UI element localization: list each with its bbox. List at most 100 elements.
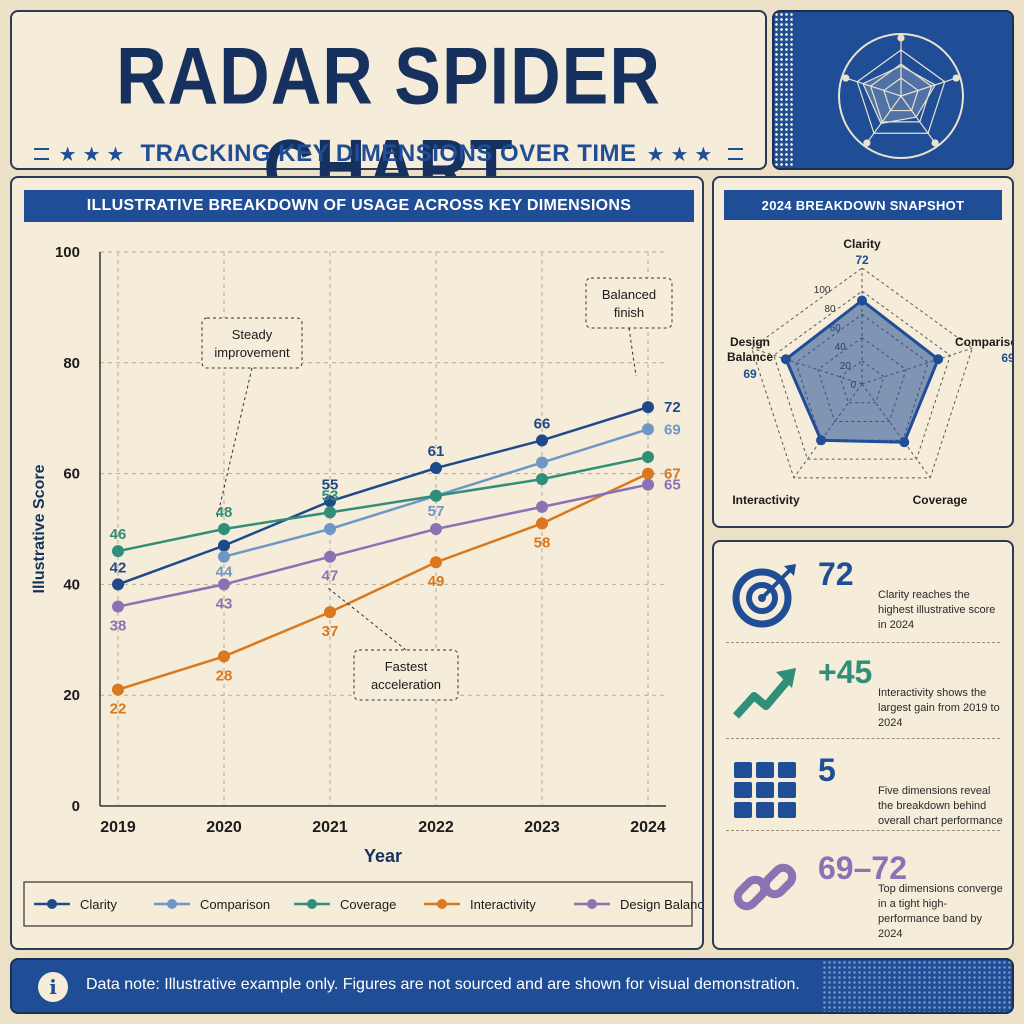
logo-node — [842, 74, 850, 82]
data-point — [112, 683, 124, 696]
radar-axis-label: Coverage — [913, 493, 968, 507]
data-label: 58 — [534, 534, 551, 551]
data-label: 66 — [534, 415, 551, 432]
radar-axis-label: Clarity — [843, 237, 881, 251]
stars-right-icon: ★★★ — [646, 143, 719, 166]
data-point — [112, 545, 124, 558]
series-line-design-balance — [117, 483, 649, 608]
info-icon: i — [38, 972, 68, 1002]
divider — [726, 738, 1000, 739]
target-icon — [732, 564, 796, 628]
data-note-text: Data note: Illustrative example only. Fi… — [86, 976, 800, 993]
data-label: 28 — [216, 667, 233, 684]
series-line-clarity — [117, 405, 649, 586]
data-label: 53 — [322, 487, 339, 504]
data-point — [218, 539, 230, 552]
data-label: 57 — [428, 503, 445, 520]
annotation-text: improvement — [214, 345, 290, 360]
legend-marker — [47, 899, 57, 909]
legend-label: Clarity — [80, 897, 117, 912]
legend-label: Coverage — [340, 897, 396, 912]
logo-node — [931, 139, 939, 147]
y-tick-label: 100 — [55, 244, 80, 261]
logo-spoke — [843, 76, 902, 97]
annotation-leader — [216, 367, 253, 519]
data-label: 38 — [110, 618, 127, 635]
data-label: 72 — [664, 399, 681, 416]
data-point — [536, 517, 548, 530]
logo-ring — [883, 77, 919, 112]
annotation-leader — [327, 587, 407, 651]
data-label: 69 — [664, 421, 681, 438]
grid-icon — [734, 762, 796, 818]
data-point — [536, 456, 548, 469]
legend-marker — [307, 899, 317, 909]
data-label: 47 — [322, 568, 339, 585]
data-point — [112, 600, 124, 613]
legend-label: Comparison — [200, 897, 270, 912]
data-point — [642, 450, 654, 463]
stat-description: Top dimensions converge in a tight high-… — [878, 883, 1003, 940]
logo-spoke — [900, 95, 937, 145]
annotation-leader — [628, 327, 637, 377]
legend-label: Interactivity — [470, 897, 536, 912]
data-point — [430, 523, 442, 535]
data-label: 67 — [664, 466, 681, 483]
banner-panel — [772, 10, 1014, 170]
data-label: 49 — [428, 573, 445, 590]
radar-tick-label: 100 — [814, 285, 831, 296]
stat-description: Five dimensions reveal the breakdown beh… — [878, 785, 1003, 827]
y-tick-label: 20 — [63, 687, 80, 704]
annotation-text: finish — [614, 305, 644, 320]
line-chart-panel: ILLUSTRATIVE BREAKDOWN OF USAGE ACROSS K… — [10, 176, 704, 950]
subtitle-rule-left — [34, 148, 49, 160]
radar-axis-label: Comparison — [955, 335, 1012, 349]
radar-tick-label: 80 — [824, 304, 836, 315]
annotation-box — [585, 277, 673, 329]
data-label: 43 — [216, 595, 233, 612]
stat-description: Interactivity shows the largest gain fro… — [878, 687, 1000, 729]
data-label: 55 — [322, 476, 339, 493]
data-point — [536, 434, 548, 447]
radar-point — [816, 435, 827, 446]
data-point — [112, 578, 124, 591]
chart-title: ILLUSTRATIVE BREAKDOWN OF USAGE ACROSS K… — [24, 190, 694, 222]
radar-axis-label: Interactivity — [732, 493, 800, 507]
radar-ring — [773, 290, 951, 460]
legend-marker — [437, 899, 447, 909]
data-label: 61 — [428, 443, 445, 460]
series-line-coverage — [117, 455, 649, 553]
x-tick-label: 2023 — [524, 819, 560, 836]
data-point — [430, 489, 442, 502]
radar-logo-icon — [838, 33, 964, 159]
logo-ring — [869, 63, 933, 123]
radar-point — [857, 295, 867, 306]
data-label: 42 — [110, 559, 127, 576]
x-tick-label: 2021 — [312, 819, 348, 836]
data-point — [642, 401, 654, 414]
data-point — [324, 523, 336, 535]
stat-value: +45 — [818, 654, 873, 690]
stars-left-icon: ★★★ — [58, 143, 131, 166]
stat-row-convergence: 69–72 Top dimensions converge in a tight… — [714, 842, 1012, 940]
radar-axis-label: Balance — [727, 350, 773, 364]
data-point — [218, 578, 230, 591]
data-point — [430, 556, 442, 569]
page-subtitle: TRACKING KEY DIMENSIONS OVER TIME — [140, 140, 637, 167]
logo-node — [897, 34, 905, 42]
radar-value-label: 69 — [1001, 351, 1012, 365]
stat-row-dimensions: 5 Five dimensions reveal the breakdown b… — [714, 744, 1012, 836]
y-axis-title: Illustrative Score — [31, 464, 48, 593]
link-icon — [733, 863, 797, 911]
data-label: 22 — [110, 701, 127, 718]
data-point — [218, 550, 230, 563]
radar-area — [784, 298, 940, 444]
y-tick-label: 0 — [72, 798, 80, 815]
stat-value: 72 — [818, 556, 854, 592]
annotation-box — [353, 649, 459, 701]
x-tick-label: 2022 — [418, 819, 454, 836]
legend-marker — [167, 899, 177, 909]
annotation-text: Balanced — [602, 287, 656, 302]
line-chart: 0 20 40 60 80 100 2019 2020 2021 2022 2023 2024 Year… — [23, 244, 702, 927]
halftone-pattern — [774, 12, 794, 168]
